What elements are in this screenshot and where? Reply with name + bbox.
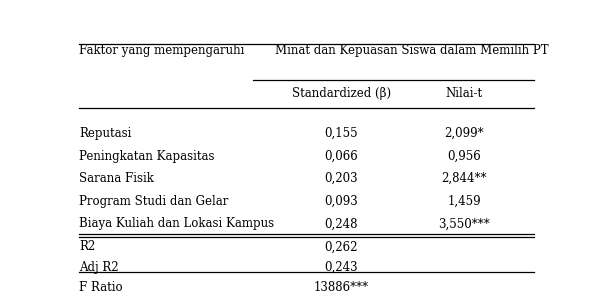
Text: 0,243: 0,243 [325, 261, 358, 274]
Text: F Ratio: F Ratio [80, 281, 123, 294]
Text: 2,844**: 2,844** [441, 172, 487, 185]
Text: 0,155: 0,155 [325, 127, 358, 140]
Text: 0,203: 0,203 [325, 172, 358, 185]
Text: Program Studi dan Gelar: Program Studi dan Gelar [80, 195, 229, 208]
Text: Reputasi: Reputasi [80, 127, 132, 140]
Text: 3,550***: 3,550*** [438, 217, 490, 230]
Text: 0,093: 0,093 [324, 195, 358, 208]
Text: 13886***: 13886*** [314, 281, 369, 294]
Text: Faktor yang mempengaruhi: Faktor yang mempengaruhi [80, 43, 245, 56]
Text: 0,248: 0,248 [325, 217, 358, 230]
Text: Sarana Fisik: Sarana Fisik [80, 172, 154, 185]
Text: R2: R2 [80, 240, 96, 253]
Text: Peningkatan Kapasitas: Peningkatan Kapasitas [80, 150, 215, 163]
Text: Biaya Kuliah dan Lokasi Kampus: Biaya Kuliah dan Lokasi Kampus [80, 217, 274, 230]
Text: 0,262: 0,262 [325, 240, 358, 253]
Text: Minat dan Kepuasan Siswa dalam Memilih PT: Minat dan Kepuasan Siswa dalam Memilih P… [275, 43, 549, 56]
Text: Standardized (β): Standardized (β) [292, 87, 391, 100]
Text: 0,956: 0,956 [447, 150, 481, 163]
Text: 0,066: 0,066 [324, 150, 358, 163]
Text: 1,459: 1,459 [447, 195, 481, 208]
Text: Nilai-t: Nilai-t [446, 87, 483, 100]
Text: 2,099*: 2,099* [444, 127, 484, 140]
Text: Adj R2: Adj R2 [80, 261, 119, 274]
